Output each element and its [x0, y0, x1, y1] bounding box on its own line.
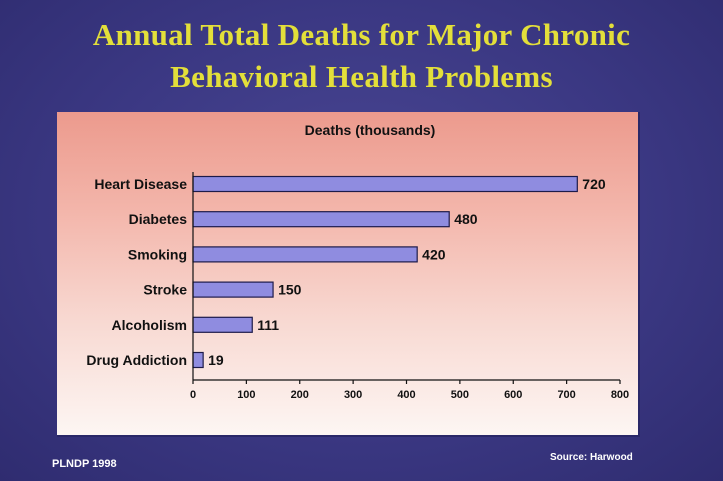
category-label-heart-disease: Heart Disease	[94, 176, 187, 192]
title-line-2: Behavioral Health Problems	[170, 59, 553, 94]
data-label-stroke: 150	[278, 282, 302, 298]
x-tick-label: 200	[291, 389, 309, 401]
bar-alcoholism	[192, 316, 253, 333]
footer-left-label: PLNDP 1998	[52, 458, 117, 470]
x-axis: 0 100 200 300 400 500 600 700 800	[190, 172, 629, 401]
source-label: Source: Harwood	[550, 452, 633, 463]
bar-stroke	[192, 281, 274, 298]
data-label-diabetes: 480	[454, 211, 478, 227]
x-tick-label: 800	[611, 389, 629, 401]
x-tick-label: 100	[237, 389, 255, 401]
x-tick-label: 400	[397, 389, 415, 401]
bar-smoking	[192, 246, 418, 263]
category-label-stroke: Stroke	[143, 282, 187, 298]
bar-drug-addiction	[192, 351, 204, 369]
category-label-smoking: Smoking	[128, 246, 187, 262]
category-label-alcoholism: Alcoholism	[112, 317, 187, 333]
bar-heart-disease	[192, 175, 578, 193]
category-label-diabetes: Diabetes	[129, 211, 188, 227]
data-label-alcoholism: 111	[257, 317, 279, 333]
category-label-drug-addiction: Drug Addiction	[86, 352, 187, 368]
data-label-heart-disease: 720	[582, 176, 606, 192]
x-tick-label: 300	[344, 389, 362, 401]
title-line-1: Annual Total Deaths for Major Chronic	[92, 17, 631, 52]
x-tick-label: 0	[190, 389, 196, 401]
x-tick-label: 600	[504, 389, 522, 401]
x-tick-label: 700	[557, 389, 575, 401]
bars-group: Heart Disease 720 Diabetes 480 Smoking 420 Str…	[86, 175, 606, 369]
slide-title: Annual Total Deaths for Major Chronic Be…	[0, 14, 723, 98]
data-label-smoking: 420	[422, 246, 446, 262]
data-label-drug-addiction: 19	[208, 352, 224, 368]
chart-panel	[57, 112, 640, 437]
x-tick-label: 500	[451, 389, 469, 401]
bar-diabetes	[192, 211, 450, 228]
chart-title: Deaths (thousands)	[305, 122, 436, 138]
